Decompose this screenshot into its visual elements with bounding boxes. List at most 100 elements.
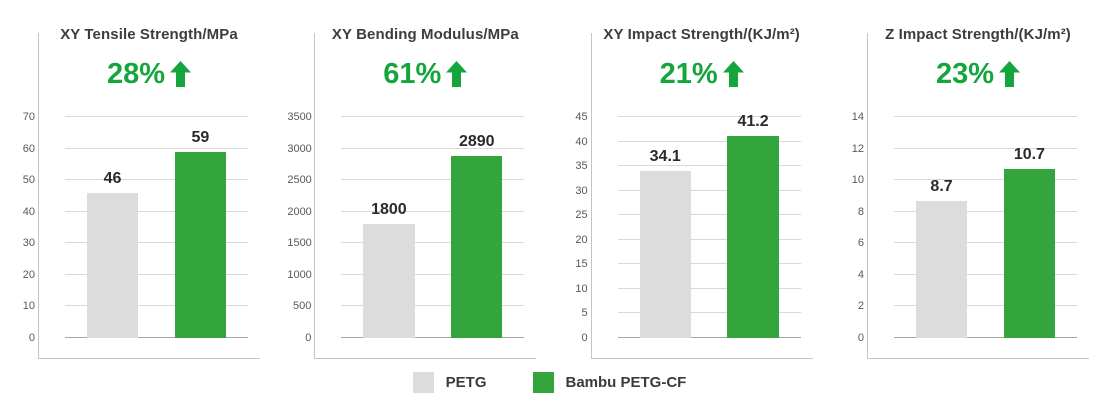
- y-axis-tick-label: 3500: [287, 111, 312, 123]
- baseline-gridline: [893, 337, 1077, 338]
- chart-title: XY Impact Strength/(KJ/m²): [603, 26, 800, 43]
- y-axis-tick-label: 12: [851, 142, 864, 155]
- plot-area: 0 5 10 15 20 25 30 35 40 45 34.1 41.2: [575, 111, 801, 344]
- gridline: [65, 116, 248, 117]
- gridline: [341, 273, 525, 275]
- arrow-up-icon: [999, 61, 1020, 87]
- legend-swatch-bambu-petg-cf: [532, 372, 554, 393]
- gridline: [617, 287, 801, 289]
- gridline: [341, 305, 525, 307]
- gridline: [65, 273, 248, 275]
- bar-bambu-petg-cf: [1003, 169, 1056, 338]
- gridline: [617, 165, 801, 167]
- y-axis-tick-label: 5: [581, 307, 588, 320]
- gridline: [893, 116, 1077, 117]
- increase-indicator: 21%: [593, 58, 811, 90]
- gridline: [341, 179, 525, 181]
- y-axis-tick-label: 70: [22, 111, 35, 123]
- increase-percent: 23%: [935, 57, 994, 90]
- gridline: [893, 210, 1077, 212]
- gridline: [893, 242, 1077, 244]
- y-axis-tick-label: 40: [575, 135, 588, 148]
- bar-petg: [86, 192, 139, 338]
- increase-indicator: 23%: [869, 58, 1087, 90]
- chart-title: XY Bending Modulus/MPa: [331, 26, 519, 43]
- y-axis-tick-label: 0: [857, 332, 864, 344]
- bar-bambu-petg-cf: [451, 155, 503, 338]
- y-axis-tick-label: 2000: [287, 205, 312, 218]
- bar-petg: [915, 200, 968, 338]
- y-axis-tick-label: 10: [851, 174, 864, 187]
- legend-label-bambu-petg-cf: Bambu PETG-CF: [565, 374, 687, 391]
- y-axis-tick-label: 500: [292, 300, 312, 313]
- y-axis-tick-label: 4: [857, 268, 864, 281]
- chart-xy-tensile-strength: XY Tensile Strength/MPa 28% 0 10 20 30 40 50 6…: [8, 4, 260, 359]
- gridline: [341, 116, 525, 117]
- bar-value-label: 10.7: [1013, 146, 1045, 164]
- chart-title: Z Impact Strength/(KJ/m²): [885, 26, 1071, 43]
- plot-area: 0 2 4 6 8 10 12 14 8.7 10.7: [852, 111, 1077, 344]
- bar-petg: [639, 170, 691, 338]
- y-axis-tick-label: 20: [575, 233, 588, 246]
- baseline-gridline: [617, 337, 801, 338]
- y-axis-tick-label: 30: [575, 184, 588, 197]
- arrow-up-icon: [170, 61, 192, 87]
- gridline: [65, 147, 248, 149]
- y-axis-tick-label: 60: [22, 142, 35, 155]
- gridline: [341, 210, 525, 212]
- bar-value-label: 41.2: [737, 112, 769, 130]
- gridline: [617, 214, 801, 216]
- axis-frame: [314, 33, 537, 359]
- y-axis-tick-label: 8: [857, 205, 864, 218]
- baseline-gridline: [341, 337, 525, 338]
- increase-percent: 21%: [659, 57, 718, 90]
- y-axis-tick-label: 0: [581, 332, 588, 344]
- y-axis-tick-label: 2: [857, 300, 864, 313]
- gridline: [341, 242, 525, 244]
- bar-value-label: 46: [103, 169, 122, 187]
- y-axis-tick-label: 45: [575, 111, 588, 123]
- bar-value-label: 59: [191, 128, 210, 146]
- y-axis-tick-label: 1000: [287, 268, 312, 281]
- increase-indicator: 28%: [40, 58, 258, 90]
- y-axis-tick-label: 40: [22, 205, 35, 218]
- y-axis-tick-label: 1500: [287, 237, 312, 250]
- gridline: [341, 147, 525, 149]
- chart-xy-impact-strength: XY Impact Strength/(KJ/m²) 21% 0 5 10 15 20 2…: [561, 4, 813, 359]
- gridline: [617, 140, 801, 142]
- gridline: [893, 305, 1077, 307]
- y-axis-tick-label: 30: [22, 237, 35, 250]
- legend-item-petg: PETG: [412, 372, 487, 393]
- y-axis-tick-label: 6: [857, 237, 864, 250]
- bar-petg: [363, 224, 415, 338]
- increase-percent: 61%: [383, 57, 442, 90]
- y-axis-tick-label: 35: [575, 160, 588, 173]
- gridline: [65, 179, 248, 181]
- y-axis-tick-label: 2500: [287, 174, 312, 187]
- arrow-up-icon: [446, 61, 468, 87]
- chart-title: XY Tensile Strength/MPa: [60, 26, 238, 43]
- bar-value-label: 1800: [371, 201, 407, 219]
- increase-percent: 28%: [106, 57, 166, 90]
- gridline: [65, 305, 248, 307]
- y-axis-tick-label: 15: [575, 258, 588, 271]
- y-axis-tick-label: 25: [575, 209, 588, 222]
- bar-value-label: 8.7: [930, 177, 953, 195]
- gridline: [617, 312, 801, 314]
- y-axis-tick-label: 10: [22, 300, 35, 313]
- chart-z-impact-strength: Z Impact Strength/(KJ/m²) 23% 0 2 4 6 8 10 12 1…: [837, 4, 1089, 359]
- gridline: [893, 273, 1077, 275]
- y-axis-tick-label: 0: [28, 332, 35, 344]
- legend: PETG Bambu PETG-CF: [0, 372, 1099, 393]
- gridline: [893, 179, 1077, 181]
- gridline: [893, 147, 1077, 149]
- gridline: [617, 263, 801, 265]
- legend-item-bambu-petg-cf: Bambu PETG-CF: [532, 372, 687, 393]
- chart-xy-bending-modulus: XY Bending Modulus/MPa 61% 0 500 1000 1500 2…: [284, 4, 537, 359]
- increase-indicator: 61%: [316, 58, 534, 90]
- gridline: [65, 210, 248, 212]
- y-axis-tick-label: 20: [22, 268, 35, 281]
- y-axis-tick-label: 0: [305, 332, 312, 344]
- y-axis-tick-label: 50: [22, 174, 35, 187]
- gridline: [617, 238, 801, 240]
